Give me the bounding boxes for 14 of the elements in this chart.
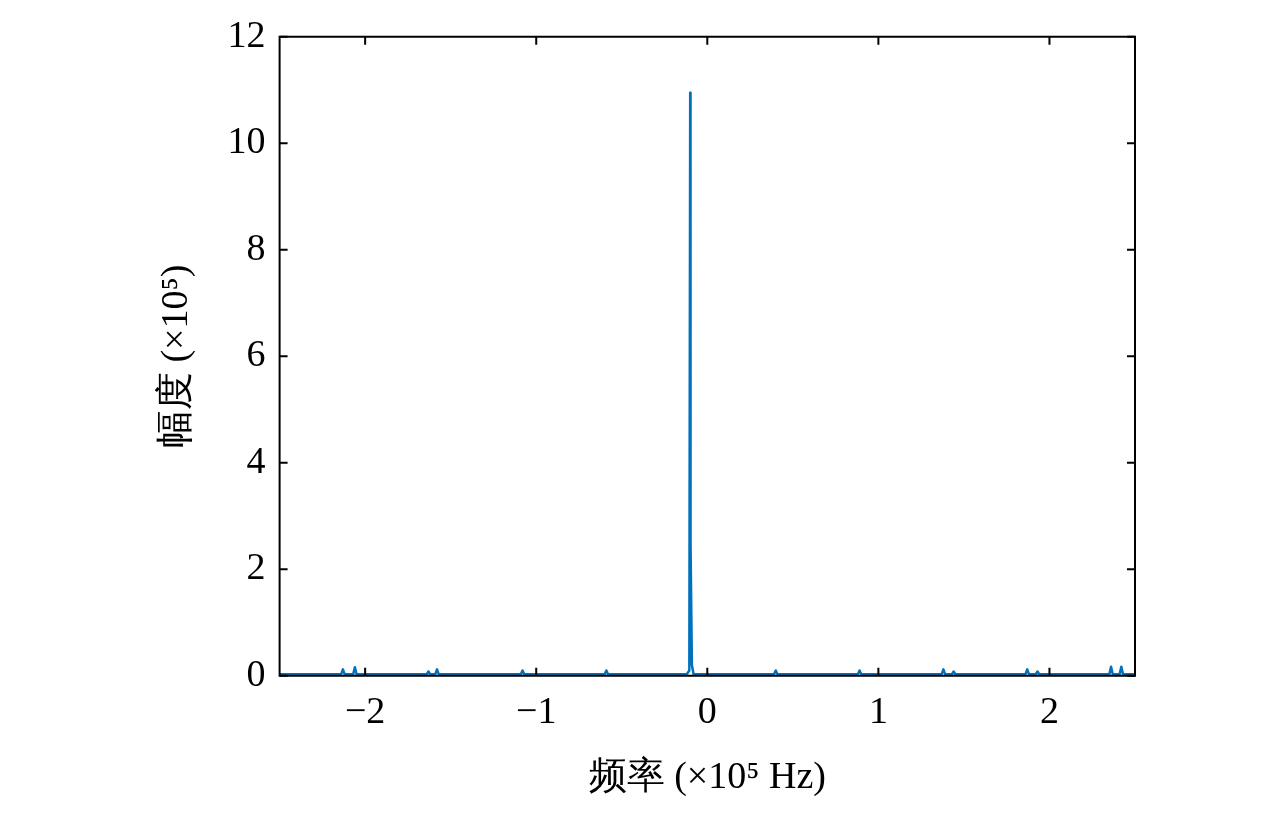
- y-tick-label: 12: [227, 12, 266, 55]
- y-tick-label: 10: [227, 119, 266, 162]
- y-tick-label: 6: [246, 332, 266, 375]
- y-tick-label: 8: [246, 225, 266, 268]
- y-tick-label: 0: [246, 651, 266, 694]
- y-axis-title: 幅度 (×10⁵): [152, 264, 196, 449]
- x-tick-label: 0: [697, 688, 717, 731]
- x-tick-label: −2: [344, 688, 386, 731]
- y-tick-label: 2: [246, 545, 266, 588]
- x-tick-label: −1: [516, 688, 557, 731]
- x-tick-label: 2: [1039, 688, 1059, 731]
- x-tick-label: 1: [868, 688, 888, 731]
- x-axis-title: 频率 (×10⁵ Hz): [588, 754, 826, 798]
- y-tick-label: 4: [246, 438, 266, 481]
